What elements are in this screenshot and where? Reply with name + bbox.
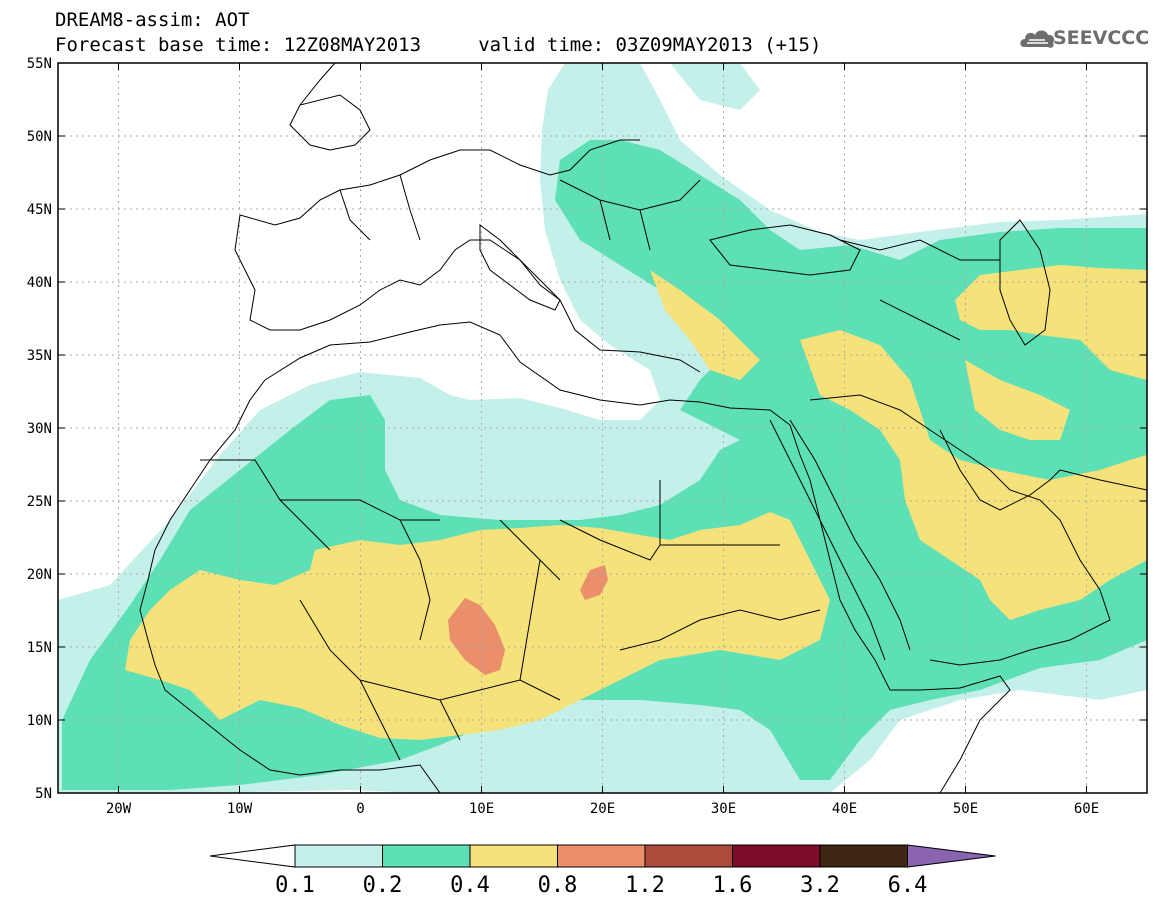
- colorbar-swatch: [557, 844, 646, 868]
- aot-field: [58, 63, 1147, 793]
- lon-tick-label: 30E: [711, 801, 736, 817]
- colorbar-label: 1.6: [713, 873, 753, 898]
- colorbar-label: 0.4: [450, 873, 490, 898]
- colorbar-label: 3.2: [800, 873, 840, 898]
- lon-tick-label: 20W: [106, 801, 132, 817]
- lon-tick-label: 10W: [227, 801, 253, 817]
- colorbar-label: 1.2: [625, 873, 665, 898]
- map-title: DREAM8-assim: AOT: [55, 9, 250, 31]
- colorbar-label: 6.4: [888, 873, 928, 898]
- colorbar-swatch: [469, 844, 558, 868]
- aot-band-0.8: [448, 565, 608, 675]
- lat-tick-label: 20N: [27, 567, 52, 583]
- lat-tick-label: 30N: [27, 421, 52, 437]
- colorbar-swatch: [819, 844, 908, 868]
- lat-tick-label: 40N: [27, 275, 52, 291]
- colorbar-label: 0.8: [538, 873, 578, 898]
- lat-axis: 5N 10N 15N 20N 25N 30N 35N 40N 45N 50N 55N: [27, 56, 1147, 802]
- lon-tick-label: 50E: [953, 801, 978, 817]
- logo-text: SEEVCCC: [1053, 27, 1150, 49]
- forecast-time-line: Forecast base time: 12Z08MAY2013 valid t…: [55, 34, 822, 56]
- cloud-icon: [1020, 30, 1055, 48]
- lat-tick-label: 25N: [27, 494, 52, 510]
- colorbar-swatch: [732, 844, 821, 868]
- colorbar-swatch: [382, 844, 471, 868]
- lat-tick-label: 35N: [27, 348, 52, 364]
- lon-tick-label: 20E: [590, 801, 615, 817]
- coastlines: [139, 63, 1147, 793]
- lat-tick-label: 10N: [27, 713, 52, 729]
- lon-axis: 20W 10W 0 10E 20E 30E 40E 50E 60E: [106, 63, 1099, 817]
- colorbar-label: 0.2: [363, 873, 403, 898]
- lon-tick-label: 10E: [469, 801, 494, 817]
- gridlines: [58, 63, 1147, 793]
- colorbar-max-arrow: [907, 844, 996, 868]
- colorbar-label: 0.1: [275, 873, 315, 898]
- lat-tick-label: 5N: [35, 786, 52, 802]
- lon-tick-label: 60E: [1074, 801, 1099, 817]
- colorbar-swatch: [294, 844, 383, 868]
- colorbar-min-arrow: [209, 844, 296, 868]
- colorbar-swatch: [644, 844, 733, 868]
- lon-tick-label: 40E: [832, 801, 857, 817]
- lon-tick-label: 0: [356, 801, 364, 817]
- lat-tick-label: 15N: [27, 640, 52, 656]
- lat-tick-label: 45N: [27, 202, 52, 218]
- lat-tick-label: 55N: [27, 56, 52, 72]
- lat-tick-label: 50N: [27, 129, 52, 145]
- colorbar: 0.1 0.2 0.4 0.8 1.2 1.6 3.2 6.4: [209, 844, 996, 898]
